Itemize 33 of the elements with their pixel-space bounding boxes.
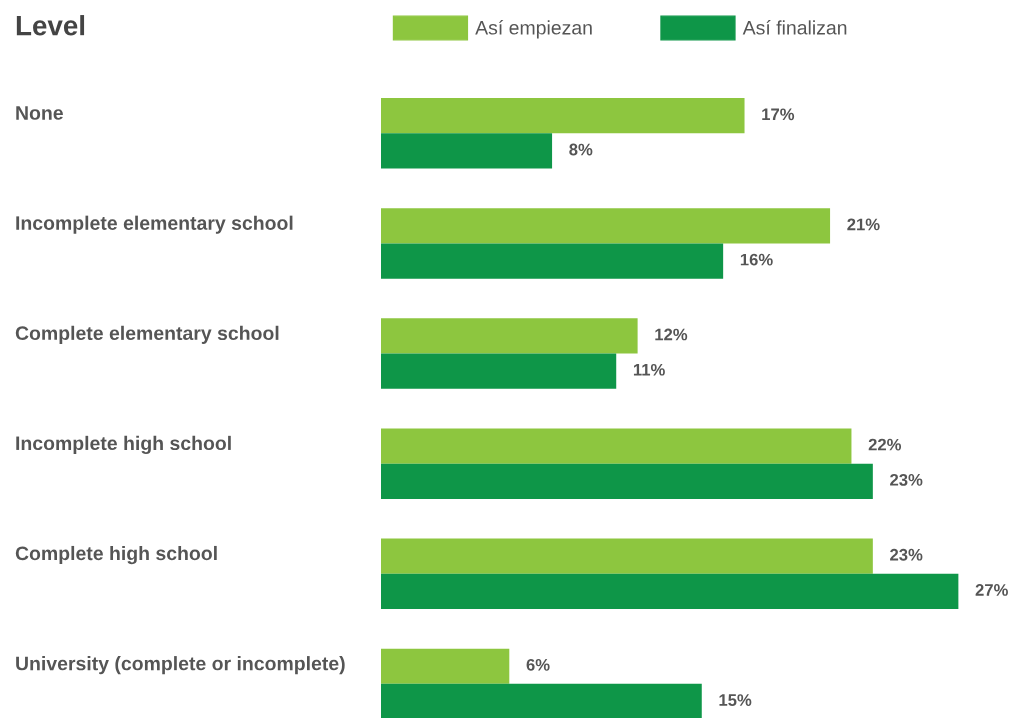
bar bbox=[381, 353, 617, 389]
data-label: 6% bbox=[526, 658, 550, 671]
bar bbox=[381, 208, 831, 244]
bar bbox=[381, 538, 873, 574]
y-tick-label: Complete elementary school bbox=[15, 325, 279, 344]
bar bbox=[381, 133, 553, 169]
data-label: 27% bbox=[975, 584, 1008, 596]
bar bbox=[381, 463, 873, 499]
data-label: 15% bbox=[719, 694, 752, 706]
data-label: 23% bbox=[890, 548, 923, 561]
y-tick-label: None bbox=[16, 106, 63, 120]
data-label: 16% bbox=[740, 253, 773, 266]
data-label: 23% bbox=[890, 473, 923, 486]
data-label: 12% bbox=[655, 328, 688, 341]
y-tick-label: Incomplete high school bbox=[16, 435, 231, 455]
bar bbox=[381, 573, 959, 609]
text: Level bbox=[16, 15, 85, 36]
bar bbox=[381, 243, 724, 279]
bar bbox=[381, 683, 702, 718]
data-label: 11% bbox=[633, 363, 665, 376]
data-label: 22% bbox=[868, 438, 902, 451]
bar bbox=[381, 428, 852, 464]
data-label: 8% bbox=[569, 143, 593, 156]
bar bbox=[381, 318, 638, 354]
legend-label: Así finalizan bbox=[742, 20, 847, 35]
bar bbox=[381, 648, 510, 684]
bar bbox=[381, 98, 745, 134]
data-label: 17% bbox=[762, 108, 795, 121]
y-tick-label: Complete high school bbox=[15, 545, 217, 565]
y-tick-label: University (complete or incomplete) bbox=[16, 656, 345, 675]
data-label: 21% bbox=[847, 218, 880, 231]
y-tick-label: Incomplete elementary school bbox=[16, 215, 293, 234]
legend-label: Así empiezan bbox=[475, 20, 592, 39]
